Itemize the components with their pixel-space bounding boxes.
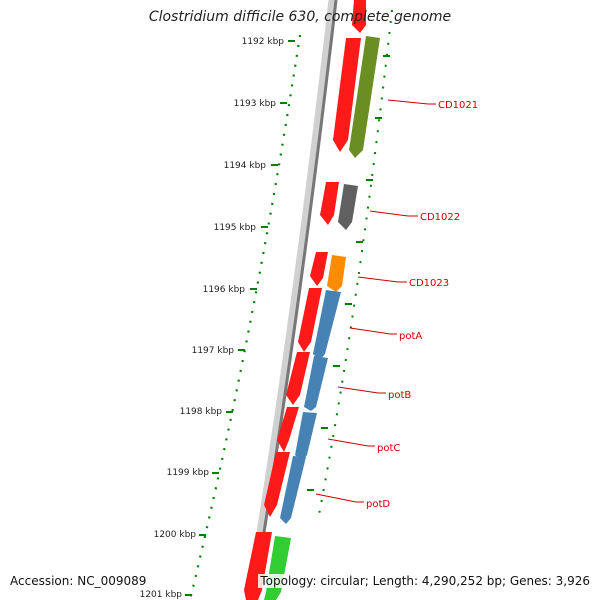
label-leader-potB — [337, 386, 386, 394]
cds-feature[interactable] — [310, 252, 328, 286]
tick-label: 1194 kbp — [224, 161, 267, 171]
gene-label[interactable]: CD1022 — [420, 212, 460, 223]
cds-feature[interactable] — [244, 532, 272, 600]
cds-feature[interactable] — [264, 452, 290, 517]
tick-label: 1196 kbp — [203, 285, 246, 295]
gene-label[interactable]: potD — [366, 499, 390, 510]
gene-label[interactable]: potC — [377, 443, 400, 454]
gene-label[interactable]: CD1021 — [438, 100, 478, 111]
tick-label: 1201 kbp — [140, 590, 183, 600]
genome-summary-text: Topology: circular; Length: 4,290,252 bp… — [258, 574, 592, 588]
gene-CD1022[interactable] — [338, 184, 358, 230]
gene-label[interactable]: CD1023 — [409, 278, 449, 289]
tick-label: 1192 kbp — [242, 37, 285, 47]
tick-label: 1198 kbp — [180, 407, 223, 417]
gene-potC[interactable] — [295, 412, 317, 461]
genome-backbone-shade — [251, 0, 338, 600]
tick-label: 1199 kbp — [167, 468, 210, 478]
gene-labels: CD1021 CD1022 CD1023 potA potB potC potD — [315, 99, 478, 510]
label-leader-CD1021 — [387, 99, 436, 105]
cds-feature[interactable] — [298, 288, 322, 352]
tick-label: 1193 kbp — [234, 99, 277, 109]
label-leader-potC — [327, 438, 375, 447]
gene-CD1023[interactable] — [327, 255, 346, 292]
cds-track — [244, 0, 366, 600]
label-leader-potD — [315, 493, 364, 503]
outer-ring-ticks — [307, 55, 390, 491]
cds-feature[interactable] — [352, 0, 366, 33]
gene-potB[interactable] — [304, 356, 328, 411]
outer-dotted-line-green-right — [317, 9, 393, 521]
ruler-ticks: 1192 kbp 1193 kbp 1194 kbp 1195 kbp 1196… — [140, 37, 295, 600]
gene-CD1021[interactable] — [349, 36, 380, 158]
label-leader-CD1023 — [357, 276, 407, 283]
tick-label: 1200 kbp — [154, 530, 197, 540]
cds-feature[interactable] — [286, 352, 310, 405]
cds-feature[interactable] — [277, 407, 299, 452]
map-title: Clostridium difficile 630, complete geno… — [148, 9, 452, 25]
tick-label: 1197 kbp — [192, 346, 235, 356]
cds-feature[interactable] — [333, 38, 361, 152]
gene-label[interactable]: potA — [399, 331, 422, 342]
tick-label: 1195 kbp — [214, 223, 257, 233]
accession-text: Accession: NC_009089 — [8, 574, 149, 588]
gene-potA[interactable] — [313, 290, 341, 360]
genome-backbone — [245, 0, 338, 600]
gene-label[interactable]: potB — [388, 390, 411, 401]
gene-potD[interactable] — [280, 456, 306, 524]
label-leader-CD1022 — [369, 210, 418, 217]
outer-dotted-line-right — [299, 0, 384, 600]
cds-feature[interactable] — [320, 182, 339, 225]
label-leader-potA — [349, 327, 397, 335]
